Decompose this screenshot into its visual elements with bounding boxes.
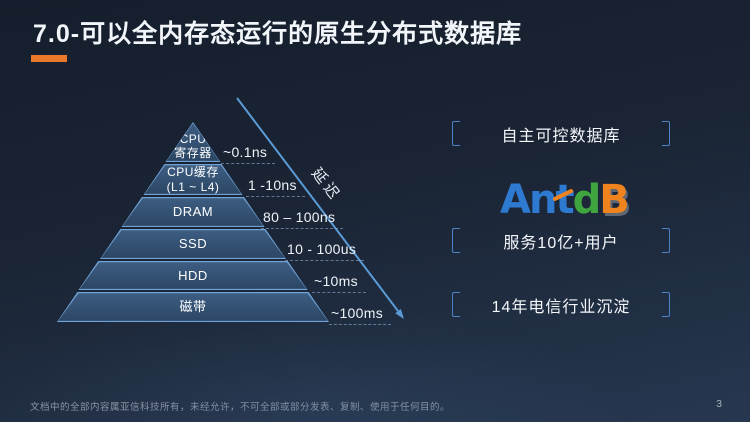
pyramid-layer-tape: 磁带 [57,292,329,322]
feature-item-billion-users: 服务10亿+用户 [452,227,670,254]
arrow-line [236,97,399,312]
logo-letter-n: n [528,177,558,223]
pyramid-layer-hdd: HDD [78,261,308,290]
left-bracket-icon [452,292,460,317]
title-accent-bar [31,55,67,62]
logo-letter-t: t [555,177,574,223]
logo-letter-a: A [500,177,531,223]
pyramid-layer-label: HDD [79,261,308,290]
layer-label-line: CPU缓存 [167,165,219,180]
layer-label-line: HDD [178,267,208,283]
feature-item-label: 服务10亿+用户 [503,234,619,252]
layer-label-line: CPU [179,131,207,146]
page-number: 3 [716,398,722,410]
arrowhead-icon [395,309,404,319]
feature-item-telecom-experience: 14年电信行业沉淀 [452,291,670,318]
antdb-logo: A n t d B [500,176,630,223]
layer-label-line: 寄存器 [174,145,212,160]
right-bracket-icon [662,228,670,253]
logo-letter-b: B [599,177,629,223]
page-title: 7.0-可以全内存态运行的原生分布式数据库 [33,20,523,48]
pyramid-layer-label: CPU 寄存器 [166,122,221,162]
layer-label-line: (L1 ~ L4) [166,179,220,194]
pyramid-layer-dram: DRAM [121,197,265,227]
feature-item-autonomous-db: 自主可控数据库 [452,120,670,147]
pyramid-layer-fill [79,262,307,289]
pyramid-layer-label: CPU缓存 (L1 ~ L4) [144,164,243,195]
layer-label-line: DRAM [172,204,214,220]
latency-label-cpu-cache: 1 -10ns [246,177,305,197]
pyramid-layer-cpu-cache: CPU缓存 (L1 ~ L4) [143,164,243,195]
latency-label-tape: ~100ms [329,305,391,325]
right-bracket-icon [662,121,670,146]
pyramid-layer-fill [101,230,285,258]
layer-label-line: 磁带 [179,299,207,315]
layer-label-line: SSD [178,236,208,252]
logo-letter-d: d [572,177,602,223]
latency-label-cpu-registers: ~0.1ns [221,144,276,164]
latency-arrow [236,97,404,319]
feature-item-label: 14年电信行业沉淀 [491,298,631,316]
left-bracket-icon [452,121,460,146]
pyramid-layer-cpu-registers: CPU 寄存器 [165,122,221,162]
latency-label-ssd: 10 - 100us [285,241,365,261]
left-bracket-icon [452,228,460,253]
latency-label-dram: 80 – 100ns [261,209,344,229]
pyramid-layer-label: 磁带 [57,292,329,322]
latency-label-hdd: ~10ms [312,273,366,293]
pyramid-layer-fill [58,293,328,321]
feature-item-label: 自主可控数据库 [501,127,621,145]
right-bracket-icon [662,292,670,317]
pyramid-layer-fill [122,198,264,226]
footer-disclaimer: 文档中的全部内容属亚信科技所有，未经允许，不可全部或部分发表、复制、使用于任何目… [30,402,451,413]
pyramid-layer-ssd: SSD [100,229,286,259]
pyramid-layer-label: SSD [100,229,286,259]
pyramid-layer-label: DRAM [122,197,265,227]
memory-hierarchy-pyramid: CPU 寄存器 CPU缓存 (L1 ~ L4) DRAM SSD [57,122,329,322]
